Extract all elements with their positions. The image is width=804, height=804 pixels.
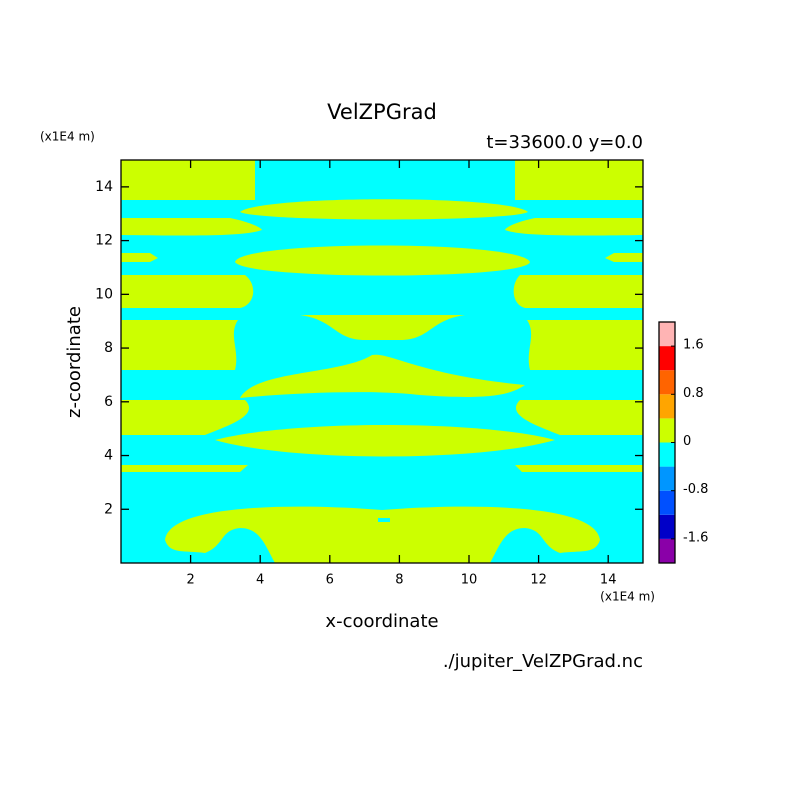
y-tick-label: 12 <box>95 233 113 249</box>
colorbar-tick-label: 0.8 <box>683 386 704 401</box>
field-region <box>121 160 643 200</box>
colorbar-tick-label: 1.6 <box>683 338 704 353</box>
colorbar-band <box>659 442 675 467</box>
colorbar-band <box>659 346 675 371</box>
x-axis-label: x-coordinate <box>325 611 438 632</box>
contour-field <box>121 160 643 563</box>
y-tick-label: 10 <box>95 286 113 302</box>
plot-frame <box>120 159 644 564</box>
colorbar-band <box>659 418 675 443</box>
colorbar-band <box>659 538 675 563</box>
source-label: ./jupiter_VelZPGrad.nc <box>443 651 643 672</box>
colorbar-band <box>659 322 675 347</box>
y-axis-label: z-coordinate <box>64 306 85 418</box>
field-region <box>240 199 528 220</box>
colorbar-tick-label: -0.8 <box>683 482 708 497</box>
field-region <box>121 275 643 308</box>
field-region <box>240 354 525 398</box>
x-unit: (x1E4 m) <box>600 590 655 604</box>
field-region <box>215 425 555 457</box>
x-tick-label: 8 <box>395 573 403 588</box>
field-region <box>121 400 643 435</box>
y-tick-label: 4 <box>104 448 113 464</box>
field-region <box>235 245 530 276</box>
colorbar-tick-label: -1.6 <box>683 530 708 545</box>
field-region <box>121 465 643 472</box>
y-tick-label: 14 <box>95 179 113 195</box>
y-tick-label: 2 <box>104 501 113 517</box>
y-unit: (x1E4 m) <box>40 130 95 144</box>
colorbar-band <box>659 514 675 539</box>
field-region <box>165 506 600 563</box>
field-hole <box>378 518 390 522</box>
y-tick-label: 8 <box>104 340 113 356</box>
field-region <box>300 315 465 340</box>
colorbar-band <box>659 370 675 395</box>
x-tick-label: 12 <box>530 573 547 588</box>
x-tick-label: 10 <box>461 573 478 588</box>
colorbar-band <box>659 394 675 419</box>
colorbar-band <box>659 490 675 515</box>
x-tick-label: 2 <box>186 573 194 588</box>
colorbar-band <box>659 466 675 491</box>
chart-title: VelZPGrad <box>327 100 437 124</box>
chart-subtitle: t=33600.0 y=0.0 <box>486 132 643 153</box>
field-region <box>121 320 643 370</box>
x-tick-label: 14 <box>600 573 617 588</box>
x-tick-label: 6 <box>326 573 334 588</box>
colorbar-tick-label: 0 <box>683 434 691 449</box>
x-tick-label: 4 <box>256 573 264 588</box>
y-tick-label: 6 <box>104 394 113 410</box>
field-region <box>121 218 643 236</box>
